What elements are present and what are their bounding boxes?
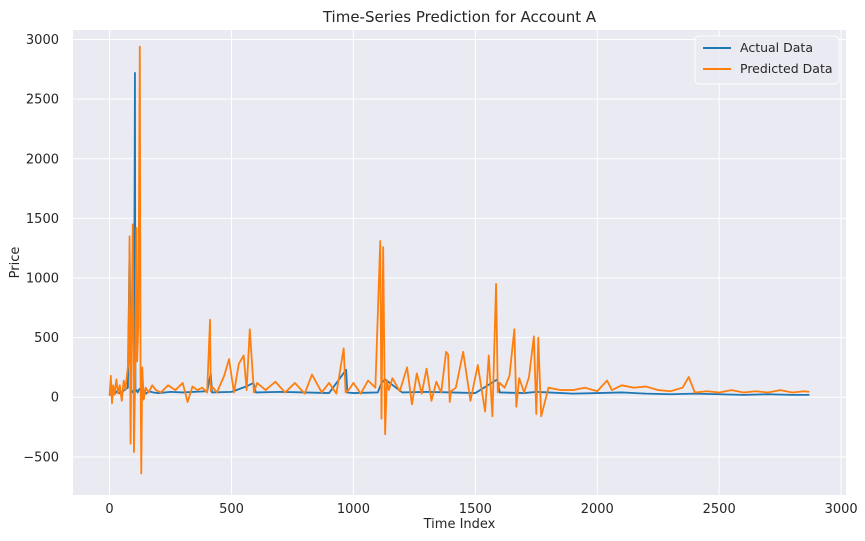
chart-title: Time-Series Prediction for Account A (322, 8, 597, 26)
y-axis-label: Price (8, 247, 23, 279)
y-tick-label: 2000 (26, 152, 59, 167)
series-layer (108, 45, 810, 475)
tick-labels: 0 500 1000 1500 2000 2500 3000 −500 0 500 1000 1500… (23, 33, 857, 517)
x-tick-label: 1000 (337, 502, 370, 517)
y-tick-label: 1000 (26, 272, 59, 287)
x-axis-label: Time Index (423, 517, 496, 532)
series-line-predicted (108, 45, 810, 475)
y-tick-label: −500 (23, 450, 59, 465)
y-tick-label: 2500 (26, 93, 59, 108)
y-tick-label: 0 (51, 391, 59, 406)
x-tick-label: 2000 (581, 502, 614, 517)
y-tick-label: 3000 (26, 33, 59, 48)
x-tick-label: 2500 (703, 502, 736, 517)
y-tick-label: 1500 (26, 212, 59, 227)
y-tick-label: 500 (34, 331, 59, 346)
legend-label-actual: Actual Data (740, 40, 813, 55)
x-tick-label: 0 (105, 502, 113, 517)
grid-lines (73, 30, 846, 495)
plot-area (73, 30, 846, 495)
x-tick-label: 1500 (459, 502, 492, 517)
x-tick-label: 3000 (825, 502, 858, 517)
legend-label-predicted: Predicted Data (740, 61, 833, 76)
x-tick-label: 500 (219, 502, 244, 517)
legend: Actual Data Predicted Data (694, 35, 840, 85)
